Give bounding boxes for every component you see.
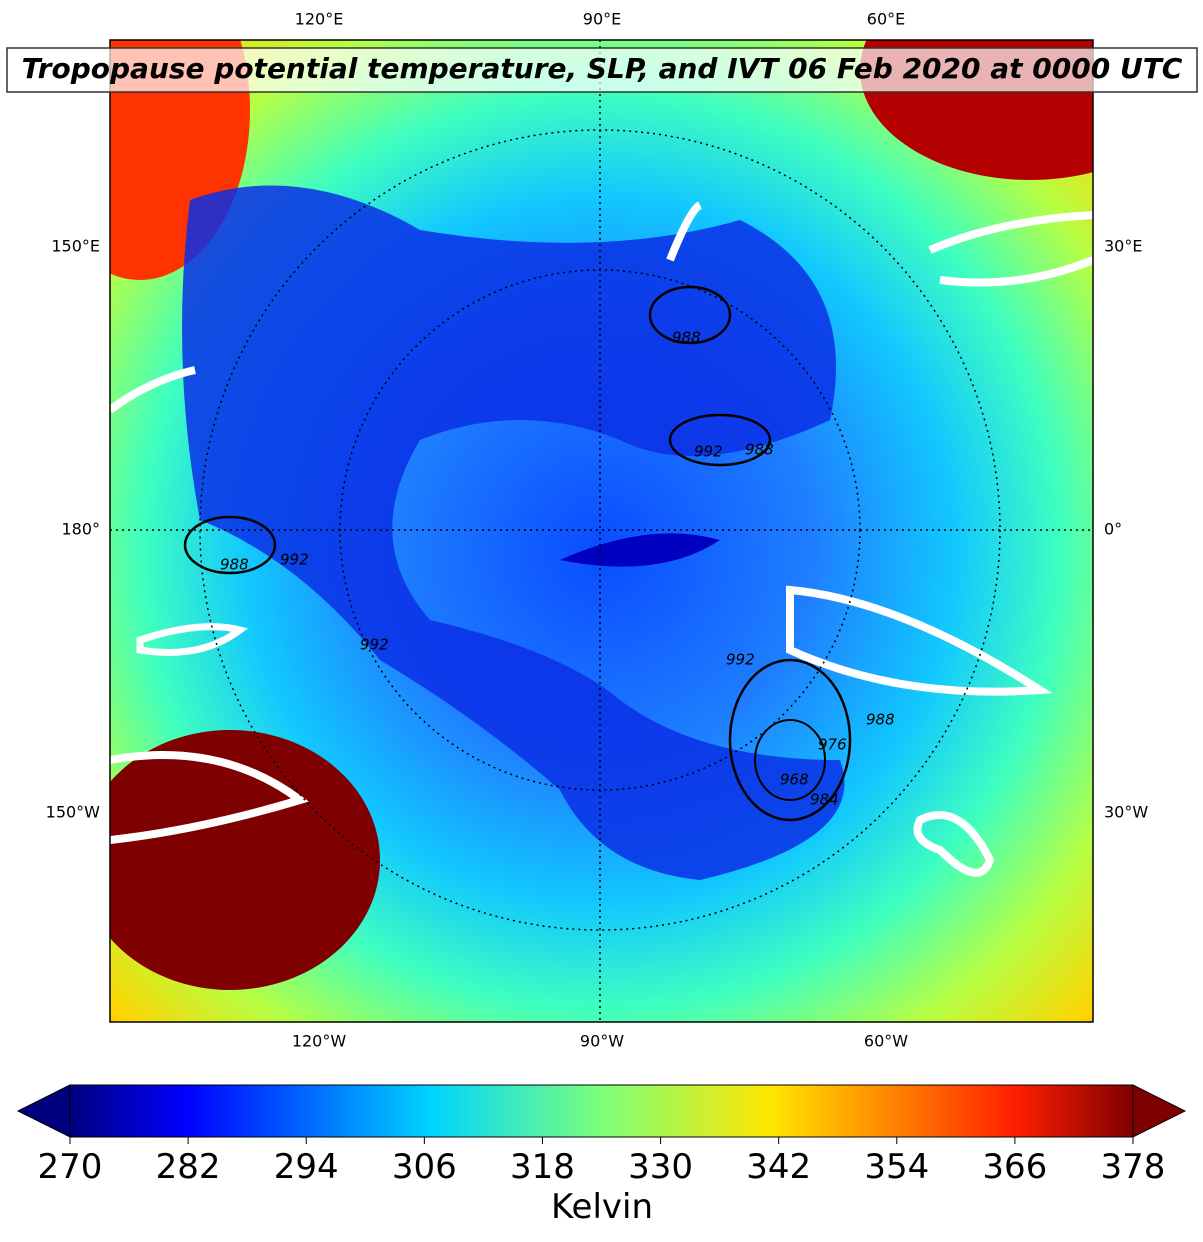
colorbar-label: Kelvin [551, 1187, 653, 1227]
contour-label: 992 [694, 443, 723, 461]
lon-label: 30°E [1104, 237, 1142, 256]
title: Tropopause potential temperature, SLP, a… [22, 52, 1183, 85]
lon-label: 60°E [867, 10, 905, 29]
contour-label: 984 [810, 791, 839, 809]
contour-label: 976 [818, 736, 847, 754]
contour-label: 992 [280, 551, 309, 569]
colorbar-tick-label: 318 [510, 1147, 575, 1187]
contour-label: 988 [672, 329, 701, 347]
contour-label: 968 [780, 771, 809, 789]
lon-label: 180° [61, 520, 100, 539]
lon-label: 150°W [46, 803, 101, 822]
lon-label: 30°W [1104, 803, 1148, 822]
colorbar-tick-label: 282 [156, 1147, 221, 1187]
colorbar-tick-label: 294 [274, 1147, 339, 1187]
lon-label: 120°W [292, 1032, 347, 1051]
contour-label: 992 [726, 651, 755, 669]
contour-label: 988 [866, 711, 895, 729]
colorbar-tick-label: 306 [392, 1147, 457, 1187]
colorbar-tick-label: 342 [746, 1147, 811, 1187]
contour-label: 988 [220, 556, 249, 574]
lon-label: 90°E [583, 10, 621, 29]
lon-label: 90°W [580, 1032, 624, 1051]
contour-label: 988 [745, 441, 774, 459]
lon-label: 0° [1104, 520, 1122, 539]
lon-label: 150°E [51, 237, 100, 256]
map-field: 988 992 988 992 992 988 984 968 976 988 … [110, 40, 1093, 1022]
lon-label: 120°E [295, 10, 344, 29]
colorbar-tick-label: 378 [1101, 1147, 1166, 1187]
contour-label: 992 [360, 636, 389, 654]
colorbar-tick-label: 270 [38, 1147, 103, 1187]
colorbar-tick-label: 366 [982, 1147, 1047, 1187]
map-frame [109, 39, 1094, 1023]
lon-label: 60°W [864, 1032, 908, 1051]
title-box [6, 47, 1198, 93]
colorbar-tick-label: 330 [628, 1147, 693, 1187]
colorbar [16, 1084, 1187, 1138]
colorbar-tick-label: 354 [864, 1147, 929, 1187]
